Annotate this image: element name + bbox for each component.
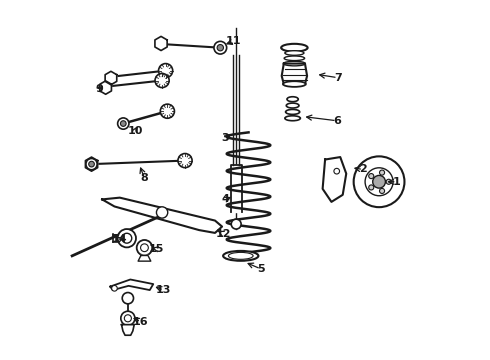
Polygon shape (282, 64, 307, 84)
Circle shape (112, 285, 117, 291)
Polygon shape (105, 71, 117, 85)
Circle shape (137, 240, 152, 256)
Ellipse shape (286, 103, 299, 108)
Circle shape (214, 41, 227, 54)
Text: 4: 4 (221, 194, 229, 204)
Ellipse shape (283, 81, 306, 87)
Polygon shape (102, 198, 222, 233)
Ellipse shape (285, 116, 300, 121)
Text: 11: 11 (226, 36, 242, 46)
Text: 15: 15 (148, 244, 164, 254)
Text: 14: 14 (112, 234, 127, 244)
Polygon shape (100, 81, 111, 94)
Text: 2: 2 (359, 165, 367, 174)
Ellipse shape (281, 44, 308, 51)
Circle shape (118, 229, 136, 247)
Polygon shape (122, 325, 134, 335)
Text: 3: 3 (222, 133, 229, 143)
Circle shape (155, 73, 169, 87)
Circle shape (86, 158, 97, 170)
Ellipse shape (283, 61, 305, 66)
Circle shape (368, 174, 374, 179)
Circle shape (354, 156, 404, 207)
Circle shape (141, 244, 148, 252)
Ellipse shape (285, 51, 304, 55)
Ellipse shape (284, 56, 305, 60)
Circle shape (178, 153, 192, 168)
Circle shape (121, 121, 126, 126)
Polygon shape (110, 279, 153, 290)
Circle shape (118, 118, 129, 129)
Text: 9: 9 (96, 84, 103, 94)
Ellipse shape (286, 109, 300, 114)
Circle shape (217, 45, 223, 51)
Circle shape (122, 233, 132, 243)
Circle shape (380, 188, 385, 193)
Circle shape (160, 104, 174, 118)
Circle shape (89, 161, 95, 167)
Ellipse shape (228, 252, 253, 259)
Polygon shape (138, 256, 151, 261)
Circle shape (159, 64, 172, 78)
Circle shape (373, 175, 386, 188)
Circle shape (122, 293, 133, 304)
Polygon shape (322, 157, 346, 202)
Circle shape (124, 315, 131, 322)
Text: 7: 7 (334, 73, 342, 83)
Text: 16: 16 (133, 317, 149, 327)
Ellipse shape (287, 97, 298, 102)
Text: 8: 8 (141, 173, 148, 183)
Polygon shape (155, 36, 167, 50)
Text: 6: 6 (333, 116, 341, 126)
Polygon shape (230, 165, 242, 212)
Text: 13: 13 (156, 285, 172, 295)
Circle shape (334, 168, 340, 174)
Ellipse shape (223, 251, 258, 261)
Polygon shape (85, 157, 98, 171)
Text: 1: 1 (393, 177, 401, 187)
Circle shape (231, 219, 241, 229)
Circle shape (380, 170, 385, 175)
Circle shape (365, 168, 393, 196)
Text: 12: 12 (216, 229, 231, 239)
Text: 5: 5 (257, 264, 265, 274)
Circle shape (386, 179, 391, 184)
Text: 10: 10 (127, 126, 143, 136)
Circle shape (156, 207, 168, 218)
Circle shape (121, 311, 135, 325)
Circle shape (368, 185, 374, 190)
